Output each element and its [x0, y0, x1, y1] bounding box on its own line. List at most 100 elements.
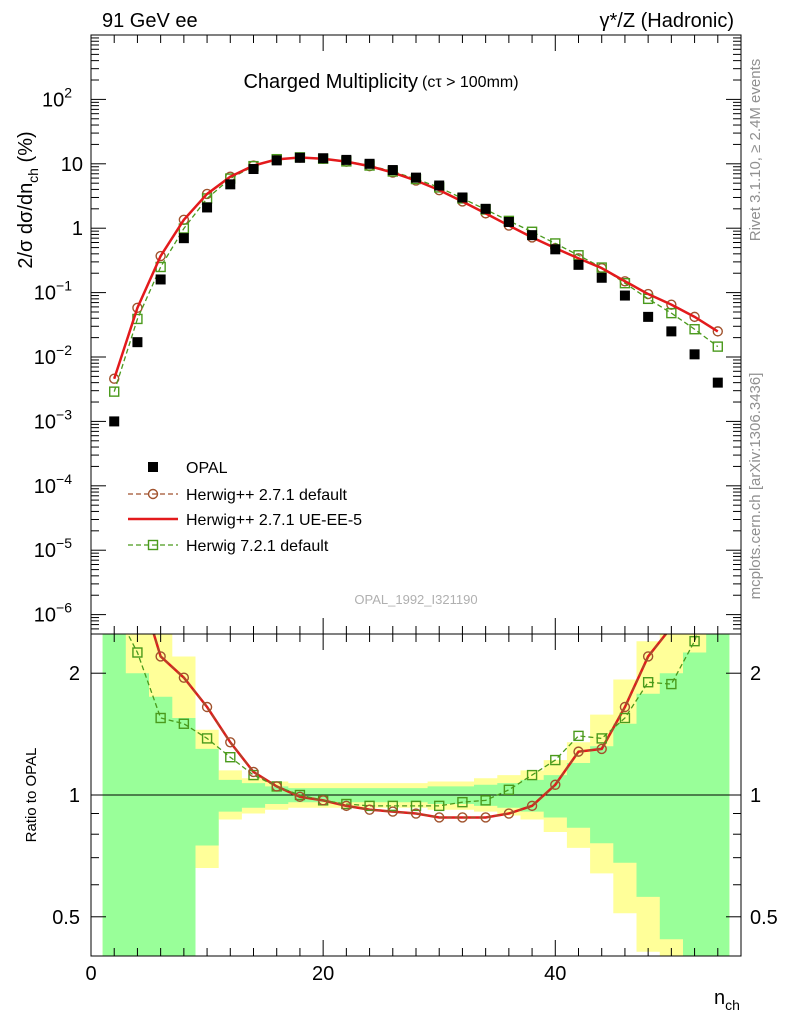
x-axis-label-main: n	[714, 987, 725, 1009]
ratio-point-herwig-7-2-1-default	[526, 769, 538, 781]
data-point-opal	[643, 311, 654, 322]
y-tick-label-base: 10	[34, 540, 56, 562]
ratio-point-herwig-2-7-1-default	[341, 800, 352, 812]
data-point-herwig-2-7-1-default	[109, 373, 120, 384]
ratio-point-herwig-7-2-1-default	[364, 800, 375, 812]
data-point-opal	[271, 155, 282, 166]
y-tick-label-exponent: −6	[56, 600, 72, 616]
data-point-opal	[550, 244, 561, 255]
data-point-opal	[411, 172, 421, 183]
ratio-line-herwig-2-7-1-default	[153, 634, 667, 819]
y-tick-label-base: 10	[34, 476, 56, 498]
data-point-opal	[225, 179, 236, 190]
ratio-point-herwig-2-7-1-default	[271, 781, 282, 792]
data-point-opal	[480, 203, 491, 214]
y-tick-label: 10	[61, 154, 83, 176]
y-tick-label: 10−2	[34, 342, 72, 369]
ratio-frame	[90, 633, 742, 957]
x-tick-label: 20	[312, 963, 334, 985]
ratio-point-herwig-2-7-1-default	[317, 795, 329, 806]
ratio-point-herwig-7-2-1-default	[457, 796, 468, 808]
y-tick-label-base: 10	[61, 154, 83, 176]
y-tick-label-base: 10	[34, 347, 56, 369]
data-point-opal	[596, 272, 607, 283]
data-point-opal	[248, 164, 259, 175]
y-tick-label-exponent: −2	[56, 342, 72, 358]
ratio-panel: 0.5 0.51 12 20 20 40 Ratio to OPAL nch	[23, 633, 778, 1013]
data-point-opal	[387, 165, 398, 176]
ratio-point-herwig-2-7-1-default	[155, 651, 166, 662]
x-axis-label-sub: ch	[725, 997, 740, 1013]
ratio-point-herwig-7-2-1-default	[666, 678, 677, 690]
ratio-point-herwig-2-7-1-default	[225, 737, 236, 748]
ratio-point-herwig-2-7-1-default	[457, 812, 468, 823]
data-point-opal	[155, 274, 166, 285]
ratio-point-herwig-7-2-1-default	[642, 677, 654, 688]
x-tick-label: 0	[85, 963, 96, 985]
y-tick-label-exponent: −1	[56, 278, 72, 294]
y-tick-label-exponent: −4	[56, 471, 72, 487]
header-right-label: γ*/Z (Hadronic)	[600, 10, 734, 32]
ratio-point-herwig-2-7-1-default	[480, 812, 491, 823]
data-point-opal	[689, 349, 700, 360]
y-tick-label: 10−4	[34, 471, 72, 498]
ratio-point-herwig-2-7-1-default	[526, 800, 538, 812]
ratio-point-herwig-7-2-1-default	[503, 784, 515, 796]
data-point-herwig-7-2-1-default	[666, 307, 677, 319]
ratio-point-herwig-7-2-1-default	[178, 718, 190, 729]
data-point-opal	[178, 233, 189, 244]
mcplots-label: mcplots.cern.ch [arXiv:1306.3436]	[747, 373, 764, 600]
data-point-opal	[666, 326, 677, 337]
data-point-opal	[364, 158, 375, 169]
legend-label-opal: OPAL	[186, 460, 228, 477]
data-point-opal	[109, 416, 120, 427]
data-point-opal	[294, 152, 305, 163]
ratio-point-herwig-7-2-1-default	[434, 800, 445, 812]
series-line-herwig-7-2-1-default	[113, 156, 719, 392]
main-title: Charged Multiplicity	[243, 71, 418, 93]
ratio-point-herwig-7-2-1-default	[550, 754, 561, 766]
data-point-opal	[318, 153, 329, 164]
ratio-point-herwig-2-7-1-default	[550, 779, 561, 790]
y-tick-label-exponent: 2	[64, 84, 72, 100]
y-tick-label-base: 10	[34, 283, 56, 305]
y-tick-label-base: 10	[34, 411, 56, 433]
header-left-label: 91 GeV ee	[102, 10, 198, 32]
data-point-opal	[434, 180, 445, 191]
data-point-opal	[712, 377, 723, 388]
ratio-point-herwig-2-7-1-default	[387, 806, 398, 817]
data-point-herwig-2-7-1-default	[712, 326, 723, 337]
ratio-y-tick-label-right: 2	[750, 663, 761, 685]
ratio-point-herwig-2-7-1-default	[503, 808, 515, 819]
y-tick-label: 102	[42, 84, 72, 111]
y-tick-label: 10−3	[34, 406, 72, 433]
y-axis-label-unit: (%)	[15, 131, 37, 168]
legend: OPAL Herwig++ 2.7.1 default Herwig++ 2.7.1…	[128, 460, 362, 555]
y-tick-label-exponent: −5	[56, 535, 72, 551]
data-point-opal	[132, 337, 143, 348]
data-point-opal	[619, 290, 630, 301]
ratio-point-herwig-7-2-1-default	[132, 647, 143, 658]
ratio-line-herwig-7-2-1-default	[127, 634, 698, 807]
y-tick-label: 10−1	[34, 278, 72, 305]
analysis-tag: OPAL_1992_I321190	[354, 592, 477, 607]
ratio-point-herwig-7-2-1-default	[201, 733, 213, 744]
y-tick-label: 10−6	[34, 600, 72, 627]
ratio-point-herwig-2-7-1-default	[573, 746, 584, 757]
ratio-point-herwig-7-2-1-default	[387, 800, 398, 812]
x-axis-label: nch	[714, 987, 740, 1013]
legend-marker-herwig-2-7-1-default	[147, 488, 159, 500]
ratio-point-herwig-7-2-1-default	[480, 795, 491, 806]
y-tick-label-base: 1	[72, 218, 83, 240]
ratio-y-axis-label: Ratio to OPAL	[23, 748, 40, 843]
ratio-point-herwig-2-7-1-default	[642, 651, 654, 662]
y-tick-label-base: 10	[42, 89, 64, 111]
ratio-y-tick-label: 1	[69, 785, 80, 807]
data-point-opal	[503, 216, 514, 227]
data-point-herwig-7-2-1-default	[712, 341, 723, 352]
ratio-point-herwig-2-7-1-default	[201, 701, 213, 713]
ratio-point-herwig-7-2-1-default	[410, 800, 422, 812]
data-point-opal	[527, 230, 538, 241]
ratio-point-herwig-2-7-1-default	[434, 812, 445, 823]
